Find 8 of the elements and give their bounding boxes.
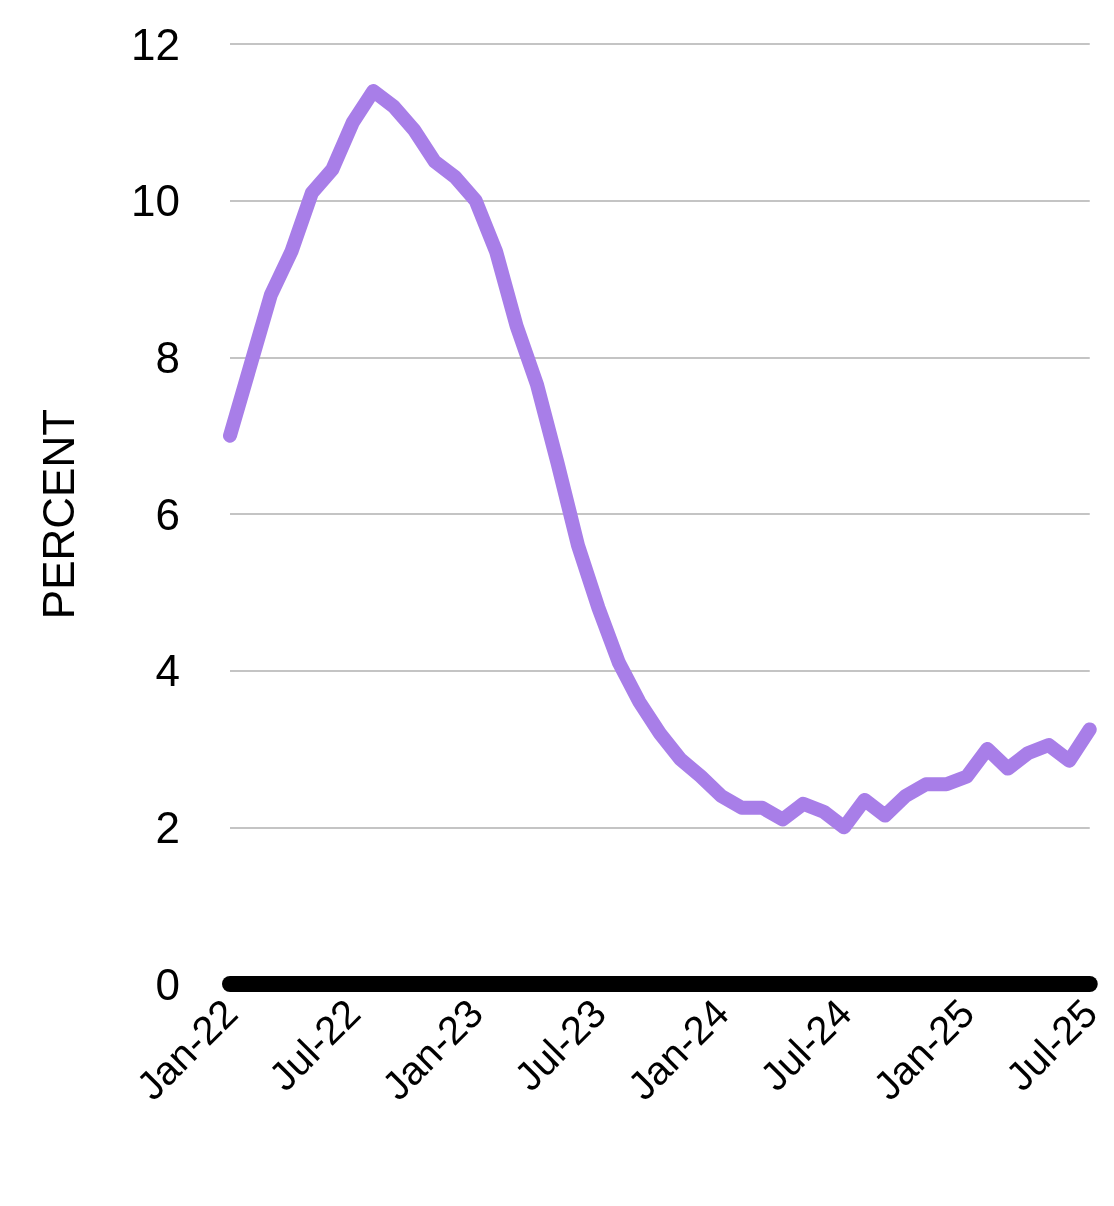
y-tick-label: 4 (155, 646, 180, 696)
y-tick-label: 12 (131, 19, 180, 69)
y-tick-label: 10 (131, 176, 180, 226)
y-tick-label: 2 (155, 802, 180, 852)
y-axis-title: PERCENT (33, 408, 83, 620)
y-tick-label: 8 (155, 332, 180, 382)
y-tick-label: 6 (155, 489, 180, 539)
y-tick-label: 0 (155, 959, 180, 1009)
